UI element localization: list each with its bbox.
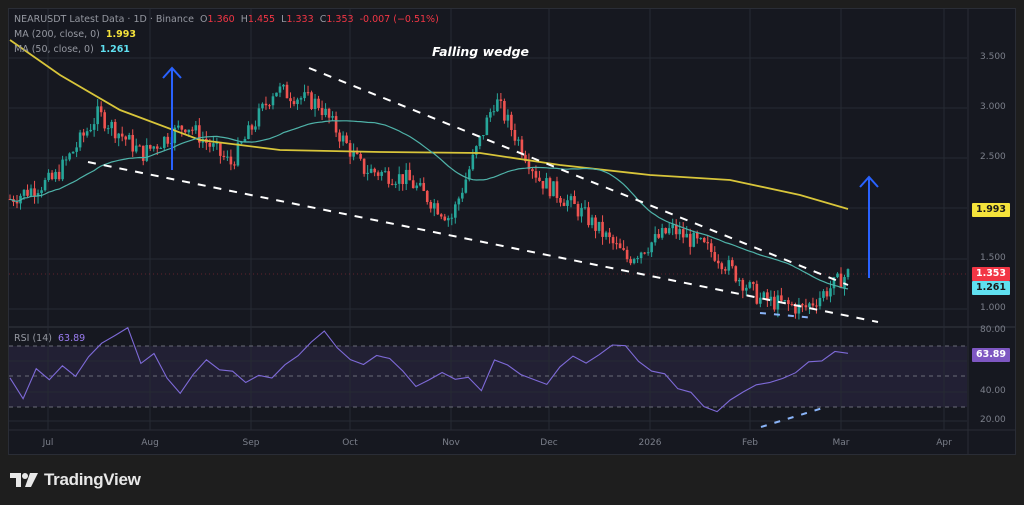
- price-tick: 3.000: [980, 102, 1006, 112]
- time-tick: Jul: [42, 438, 54, 448]
- rsi-value-tag: 63.89: [972, 348, 1010, 362]
- falling-wedge-lines: [87, 67, 879, 323]
- symbol-title: NEARUSDT Latest Data · 1D · Binance: [14, 14, 194, 25]
- time-tick: Dec: [540, 438, 558, 448]
- time-tick: 2026: [638, 438, 662, 448]
- price-tick: 2.500: [980, 152, 1006, 162]
- symbol-legend: NEARUSDT Latest Data · 1D · Binance O1.3…: [14, 14, 439, 25]
- last-price-tag: 1.353: [972, 267, 1010, 281]
- breakout-arrows: [162, 66, 879, 278]
- time-tick: Sep: [242, 438, 260, 448]
- ma200-legend[interactable]: MA (200, close, 0) 1.993: [14, 29, 136, 40]
- time-tick: Nov: [442, 438, 460, 448]
- rsi-legend[interactable]: RSI (14) 63.89: [14, 333, 86, 344]
- ma200-value: 1.993: [105, 29, 136, 40]
- ma200-price-tag: 1.993: [972, 203, 1010, 217]
- price-tick: 3.500: [980, 52, 1006, 62]
- ma50-value: 1.261: [99, 44, 130, 55]
- time-tick: Oct: [342, 438, 358, 448]
- close-value: 1.353: [326, 14, 354, 25]
- tradingview-logo[interactable]: TradingView: [10, 470, 141, 490]
- rsi-tick: 80.00: [980, 325, 1006, 335]
- high-value: 1.455: [247, 14, 276, 25]
- rsi-tick: 40.00: [980, 386, 1006, 396]
- price-tick: 1.500: [980, 253, 1006, 263]
- time-tick: Aug: [141, 438, 159, 448]
- falling-wedge-annotation: Falling wedge: [432, 44, 529, 59]
- time-tick: Mar: [832, 438, 850, 448]
- open-value: 1.360: [207, 14, 235, 25]
- time-tick: Apr: [936, 438, 952, 448]
- tradingview-logo-icon: [10, 473, 38, 487]
- time-tick: Feb: [742, 438, 758, 448]
- low-value: 1.333: [286, 14, 314, 25]
- ma50-price-tag: 1.261: [972, 281, 1010, 295]
- price-tick: 1.000: [980, 303, 1006, 313]
- rsi-value: 63.89: [58, 333, 86, 344]
- ma50-legend[interactable]: MA (50, close, 0) 1.261: [14, 44, 130, 55]
- change-value: -0.007 (−0.51%): [359, 14, 439, 25]
- rsi-tick: 20.00: [980, 415, 1006, 425]
- tradingview-wordmark: TradingView: [44, 470, 141, 489]
